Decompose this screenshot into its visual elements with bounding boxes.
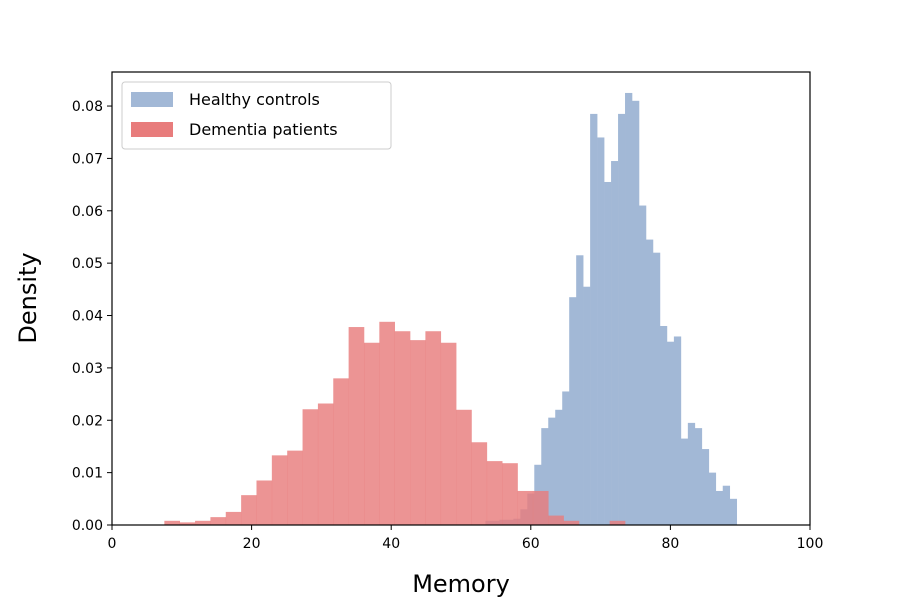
histogram-bar xyxy=(583,286,591,525)
y-tick-label: 0.06 xyxy=(72,204,103,220)
histogram-bar xyxy=(410,340,426,525)
series-healthy-controls xyxy=(485,92,738,526)
histogram-bar xyxy=(590,113,598,526)
x-tick-label: 60 xyxy=(522,536,540,552)
y-tick-label: 0.05 xyxy=(72,256,103,272)
histogram-bar xyxy=(333,378,349,525)
y-tick-label: 0.04 xyxy=(72,309,103,325)
histogram-bar xyxy=(517,490,534,525)
histogram-bar xyxy=(287,450,303,525)
histogram-bar xyxy=(597,137,605,525)
bars-layer xyxy=(164,92,738,526)
histogram-bar xyxy=(548,515,564,525)
x-tick-label: 100 xyxy=(797,536,824,552)
y-tick-label: 0.03 xyxy=(72,361,103,377)
histogram-bar xyxy=(425,331,442,525)
histogram-bar xyxy=(555,409,563,525)
histogram-bar xyxy=(394,331,411,525)
legend-label-healthy-controls: Healthy controls xyxy=(189,90,320,109)
plot-frame xyxy=(111,71,811,526)
legend-swatch-dementia-patients xyxy=(131,122,173,137)
histogram-bar xyxy=(722,485,731,525)
y-tick-label: 0.02 xyxy=(72,413,103,429)
histogram-bar xyxy=(502,463,518,525)
histogram-bar xyxy=(729,498,738,525)
histogram-bar xyxy=(379,321,395,525)
histogram-bar xyxy=(164,520,181,525)
histogram-bar xyxy=(179,522,196,525)
histogram-bar xyxy=(666,341,675,525)
histogram-bar xyxy=(195,520,211,525)
y-tick-label: 0.08 xyxy=(72,99,103,115)
histogram-bar xyxy=(604,181,612,526)
histogram-bar xyxy=(673,336,682,525)
legend-label-dementia-patients: Dementia patients xyxy=(189,120,338,139)
x-tick-label: 20 xyxy=(243,536,261,552)
histogram-bar xyxy=(687,422,696,525)
histogram-bar xyxy=(532,490,549,525)
x-tick-label: 80 xyxy=(661,536,679,552)
histogram-bar xyxy=(638,205,647,526)
x-tick-label: 40 xyxy=(382,536,400,552)
histogram-bar xyxy=(456,409,472,525)
histogram-bar xyxy=(440,342,457,525)
histogram-bar xyxy=(563,520,580,525)
y-tick-label: 0.07 xyxy=(72,151,103,167)
histogram-bar xyxy=(652,252,661,525)
histogram-bar xyxy=(715,490,724,525)
histogram-bar xyxy=(576,255,584,526)
histogram-bar xyxy=(618,113,626,526)
histogram-bar xyxy=(225,511,242,525)
y-tick-label: 0.00 xyxy=(72,518,103,534)
legend-box xyxy=(121,81,392,150)
legend: Healthy controls Dementia patients xyxy=(121,81,392,150)
histogram-bar xyxy=(486,461,503,525)
histogram-bar xyxy=(271,455,288,525)
histogram-bar xyxy=(541,428,549,525)
histogram-bar xyxy=(302,409,319,525)
y-axis-title: Density xyxy=(14,252,42,343)
x-axis-title: Memory xyxy=(412,570,510,598)
legend-swatch-healthy-controls xyxy=(131,92,173,107)
histogram-bar xyxy=(569,297,577,525)
histogram-bar xyxy=(210,517,227,525)
histogram-bar xyxy=(548,417,556,525)
y-axis: 0.00 0.01 0.02 0.03 0.04 0.05 0.06 0.07 0.08 xyxy=(72,99,112,534)
histogram-bar xyxy=(645,239,654,525)
histogram-bar xyxy=(348,327,365,525)
histogram-bar xyxy=(241,495,257,525)
y-tick-label: 0.01 xyxy=(72,466,103,482)
x-axis: 0 20 40 60 80 100 xyxy=(108,525,824,552)
histogram-bar xyxy=(562,391,570,525)
histogram-bar xyxy=(694,428,703,525)
histogram-bar xyxy=(256,480,273,525)
histogram-bar xyxy=(680,438,689,525)
histogram-bar xyxy=(708,472,717,525)
histogram-bar xyxy=(701,449,710,525)
histogram-bar xyxy=(317,403,334,525)
histogram-bar xyxy=(611,161,619,525)
histogram-bar xyxy=(659,325,668,525)
series-dementia-patients xyxy=(164,321,626,525)
x-tick-label: 0 xyxy=(108,536,117,552)
histogram-bar xyxy=(471,442,488,525)
histogram-bar xyxy=(632,100,640,526)
histogram-bar xyxy=(363,342,380,525)
histogram-bar xyxy=(609,520,626,525)
histogram-bar xyxy=(625,92,633,525)
